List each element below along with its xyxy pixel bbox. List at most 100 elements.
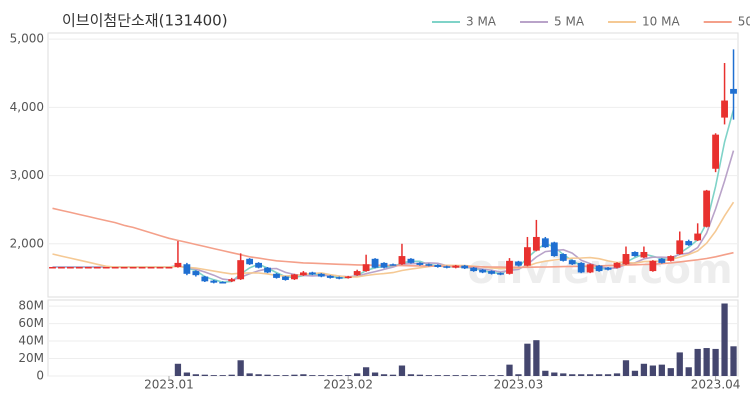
candle-body: [66, 266, 74, 269]
candle-body: [694, 233, 702, 241]
candle-body: [335, 277, 343, 279]
candle-body: [58, 266, 65, 269]
volume-bar: [515, 374, 522, 376]
volume-bar: [354, 373, 361, 376]
volume-bar: [542, 370, 549, 376]
candle-body: [129, 266, 137, 269]
volume-bar: [631, 370, 639, 376]
volume-bar: [174, 363, 182, 376]
volume-bar: [300, 374, 307, 376]
volume-bar: [255, 374, 262, 376]
candle-body: [389, 264, 397, 266]
volume-bar: [371, 372, 379, 376]
y-tick-label: 3,000: [10, 168, 44, 182]
volume-bar: [336, 375, 343, 376]
y-tick-label: 20M: [18, 351, 44, 365]
candle-body: [685, 241, 693, 246]
price-panel: [47, 32, 739, 298]
volume-bar: [730, 346, 737, 376]
volume-bar: [622, 360, 630, 376]
candle-body: [147, 266, 155, 269]
candle-body: [515, 261, 522, 266]
volume-bar: [398, 365, 406, 376]
volume-bar: [246, 373, 253, 376]
x-tick-label: 2023.01: [144, 378, 194, 392]
candle-body: [532, 236, 540, 251]
candle-body: [255, 262, 262, 268]
candle-body: [497, 273, 504, 275]
candle-body: [712, 134, 720, 169]
candle-body: [398, 256, 406, 265]
volume-bar: [551, 372, 558, 376]
volume-bar: [192, 374, 199, 376]
candle-body: [264, 267, 271, 273]
candle-body: [84, 266, 92, 269]
candle-body: [550, 242, 558, 257]
candle-body: [138, 266, 146, 269]
candle-body: [282, 276, 289, 280]
y-tick-label: 4,000: [10, 100, 44, 114]
candle-body: [299, 272, 307, 276]
x-tick-label: 2023.04: [691, 378, 741, 392]
candle-body: [425, 264, 433, 266]
y-tick-label: 0: [36, 369, 44, 383]
candle-body: [506, 260, 513, 274]
volume-bar: [667, 368, 674, 376]
candle-body: [174, 262, 182, 267]
candle-body: [452, 265, 460, 268]
volume-bar: [658, 364, 665, 376]
volume-bar: [676, 352, 683, 376]
volume-bar: [416, 374, 424, 376]
candle-body: [416, 262, 424, 265]
candle-body: [291, 274, 298, 280]
y-tick-label: 2,000: [10, 236, 44, 250]
volume-bar: [470, 375, 477, 376]
volume-bar: [264, 374, 271, 376]
volume-bar: [327, 375, 334, 376]
volume-bar: [533, 340, 540, 376]
candle-body: [165, 266, 173, 269]
candle-body: [676, 240, 684, 255]
volume-bar: [183, 372, 191, 376]
legend-label: 5 MA: [554, 15, 585, 29]
candle-body: [631, 251, 639, 257]
volume-bar: [309, 375, 316, 376]
candle-body: [703, 190, 711, 227]
volume-bar: [345, 375, 352, 376]
volume-bar: [291, 374, 298, 376]
candle-body: [49, 266, 56, 269]
candle-body: [721, 100, 728, 118]
candle-body: [407, 258, 415, 263]
chart-title: 이브이첨단소재(131400): [62, 12, 228, 30]
candle-body: [192, 271, 200, 276]
candle-body: [658, 258, 666, 263]
legend-label: 10 MA: [642, 15, 680, 29]
x-tick-label: 2023.03: [494, 378, 544, 392]
candle-body: [246, 258, 254, 265]
volume-bar: [201, 374, 208, 376]
candle-body: [443, 266, 451, 268]
candle-body: [479, 269, 487, 273]
candle-body: [183, 264, 191, 274]
volume-bar: [694, 348, 701, 376]
candle-body: [488, 271, 495, 274]
candle-body: [102, 266, 110, 269]
volume-bar: [649, 365, 657, 376]
candle-body: [622, 254, 630, 265]
volume-bar: [721, 303, 728, 376]
candle-body: [371, 258, 379, 268]
volume-bar: [273, 375, 280, 376]
candle-body: [604, 267, 612, 270]
volume-bar: [434, 375, 441, 376]
volume-bar: [219, 375, 226, 376]
candle-body: [219, 281, 227, 284]
volume-bar: [461, 375, 468, 376]
volume-bar: [506, 364, 513, 376]
volume-bar: [497, 375, 504, 376]
candle-body: [470, 267, 478, 272]
y-tick-label: 5,000: [10, 32, 44, 46]
volume-bar: [640, 363, 648, 376]
volume-bar: [479, 375, 486, 376]
